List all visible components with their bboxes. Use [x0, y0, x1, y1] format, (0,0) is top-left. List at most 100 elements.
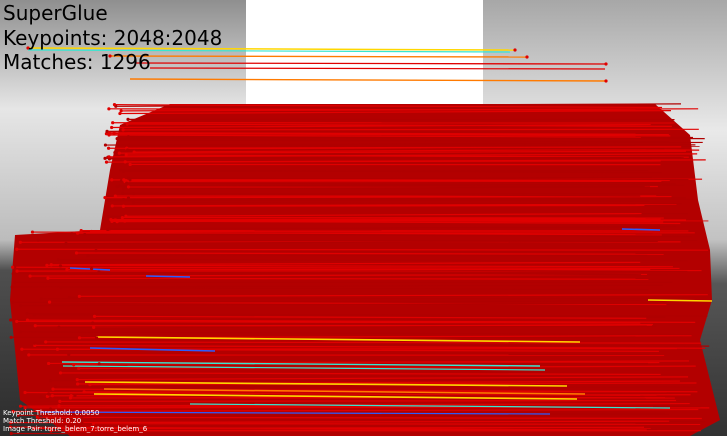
- match-line: [647, 299, 713, 302]
- match-line: [50, 378, 671, 382]
- match-line: [58, 325, 657, 328]
- match-line: [37, 416, 702, 420]
- keypoint-dot: [9, 318, 13, 322]
- keypoint-dot: [9, 421, 13, 425]
- keypoint-dot: [117, 184, 122, 188]
- match-line: [82, 413, 669, 417]
- match-line: [621, 228, 661, 231]
- keypoint-dot: [18, 404, 23, 408]
- keypoint-dot: [75, 378, 79, 382]
- overlay-match-threshold: Match Threshold: 0.20: [3, 417, 82, 425]
- keypoint-dot: [123, 219, 127, 223]
- keypoint-dot: [35, 415, 39, 419]
- keypoint-dot: [94, 248, 98, 253]
- keypoint-dot: [39, 297, 43, 301]
- keypoint-dot: [30, 230, 35, 234]
- keypoint-dot: [47, 300, 52, 304]
- keypoint-dot: [121, 204, 126, 208]
- match-line: [129, 78, 607, 82]
- match-line: [10, 420, 670, 424]
- keypoint-dot: [77, 366, 81, 371]
- match-line: [61, 287, 649, 291]
- match-line: [134, 62, 607, 65]
- keypoint-dot: [19, 304, 23, 308]
- match-line: [109, 153, 698, 158]
- keypoint-dot: [109, 217, 113, 222]
- keypoint-dot: [10, 300, 15, 304]
- keypoint-dot: [77, 294, 81, 298]
- keypoint-dot: [89, 229, 94, 234]
- keypoint-dot: [46, 276, 50, 280]
- keypoint-dot: [67, 352, 71, 357]
- match-line: [103, 388, 586, 395]
- match-line: [126, 182, 685, 186]
- keypoint-dot: [79, 228, 83, 233]
- keypoint-dot: [131, 198, 136, 202]
- match-line: [13, 408, 699, 413]
- match-line: [133, 201, 682, 205]
- keypoint-dot: [32, 427, 36, 431]
- keypoint-dot: [10, 285, 14, 289]
- match-line: [128, 177, 689, 181]
- keypoint-dot: [48, 407, 53, 411]
- keypoint-dot: [110, 204, 114, 208]
- match-line: [114, 104, 663, 109]
- keypoint-dot: [70, 232, 74, 236]
- keypoint-dot: [115, 220, 119, 224]
- keypoint-dot: [119, 168, 123, 172]
- match-line: [111, 179, 670, 182]
- keypoint-dot: [58, 264, 63, 268]
- keypoint-markers: [8, 46, 608, 436]
- match-line: [123, 186, 650, 190]
- keypoint-dot: [89, 267, 94, 271]
- keypoint-dot: [91, 421, 96, 426]
- keypoint-dot: [13, 280, 17, 284]
- keypoint-dot: [124, 153, 128, 157]
- keypoint-dot: [37, 417, 41, 421]
- match-line: [27, 47, 516, 51]
- keypoint-dot: [108, 54, 112, 58]
- keypoint-dot: [107, 107, 111, 111]
- overlay-image-pair: Image Pair: torre_belem_7:torre_belem_6: [3, 425, 148, 433]
- match-line: [34, 342, 710, 347]
- match-line: [108, 108, 663, 111]
- match-line: [189, 403, 671, 409]
- keypoint-dot: [117, 151, 121, 155]
- keypoint-dot: [58, 371, 63, 375]
- match-line: [62, 365, 546, 371]
- keypoint-dot: [72, 363, 76, 367]
- keypoint-dot: [121, 187, 126, 191]
- overlay-matches: Matches: 1296: [3, 50, 151, 74]
- match-line: [60, 372, 661, 376]
- match-line: [119, 139, 670, 143]
- keypoint-dot: [33, 341, 37, 345]
- keypoint-dot: [132, 150, 136, 154]
- match-line: [125, 160, 661, 163]
- keypoint-dot: [604, 79, 608, 83]
- keypoint-dot: [112, 131, 116, 135]
- match-line: [149, 67, 606, 70]
- keypoint-dot: [80, 414, 84, 418]
- keypoint-dot: [126, 176, 131, 180]
- keypoint-dot: [126, 117, 130, 121]
- match-line: [109, 55, 528, 58]
- keypoint-dot: [18, 330, 23, 334]
- keypoint-dot: [39, 395, 43, 399]
- keypoint-dot: [15, 247, 19, 251]
- overlay-keypoints: Keypoints: 2048:2048: [3, 26, 223, 50]
- keypoint-dot: [121, 191, 125, 195]
- match-line: [119, 185, 645, 188]
- match-line: [127, 148, 665, 151]
- keypoint-dot: [45, 394, 50, 398]
- match-line: [61, 361, 541, 367]
- keypoint-dot: [56, 257, 60, 262]
- match-line: [12, 300, 683, 303]
- match-line: [134, 148, 646, 153]
- match-line: [104, 195, 672, 199]
- match-line: [34, 314, 666, 318]
- keypoint-dot: [36, 238, 40, 242]
- keypoint-dot: [97, 362, 101, 366]
- match-line: [47, 277, 649, 280]
- keypoint-dot: [125, 179, 129, 183]
- keypoint-dot: [106, 146, 111, 150]
